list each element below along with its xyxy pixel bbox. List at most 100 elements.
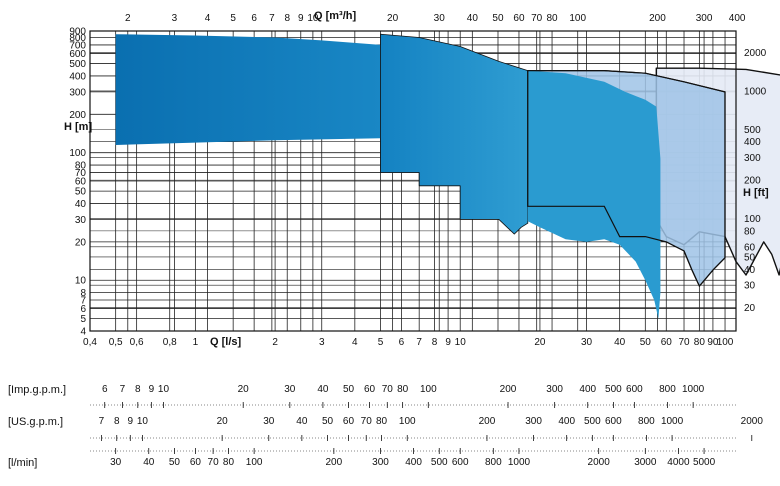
x-tick-label-m3h: 9 (298, 13, 304, 24)
y-tick-label-ft: 100 (744, 214, 761, 225)
x-axis-top-label: Q [m³/h] (314, 10, 356, 22)
x-tick-label-ls: 9 (445, 337, 451, 348)
x-tick-label-ls: 1 (193, 337, 199, 348)
unit-scale-tick-label: 300 (546, 384, 563, 395)
unit-scale-tick-label: 20 (217, 416, 229, 427)
x-tick-label-ls: 40 (614, 337, 626, 348)
y-tick-label-m: 600 (69, 49, 86, 60)
unit-scale-tick-label: 40 (143, 457, 155, 468)
x-tick-label-ls: 30 (581, 337, 593, 348)
unit-scale-tick-label: 80 (397, 384, 409, 395)
unit-scale-tick-label: 400 (579, 384, 596, 395)
x-tick-label-ls: 3 (319, 337, 325, 348)
y-tick-label-m: 6 (80, 304, 86, 315)
unit-scale-tick-label: 9 (149, 384, 155, 395)
y-tick-label-ft: 40 (744, 265, 756, 276)
y-tick-label-ft: 1000 (744, 86, 767, 97)
unit-scale-tick-label: 30 (110, 457, 122, 468)
unit-scale-label: [l/min] (8, 457, 37, 469)
tick-labels: 0,4 0,5 0,6 0,8 1 2 3 4 5 6 7 8 9 10 20 30 40 50 60 70 80 901… (69, 13, 766, 348)
unit-scale-tick-label: 50 (343, 384, 355, 395)
x-tick-label-m3h: 2 (125, 13, 131, 24)
unit-scale-tick-label: 40 (317, 384, 329, 395)
unit-scale-tick-label: 6 (102, 384, 108, 395)
unit-scale-tick-label: 60 (190, 457, 202, 468)
unit-scale-tick-label: 80 (223, 457, 235, 468)
y-tick-label-ft: 300 (744, 153, 761, 164)
unit-scale-tick-label: 1000 (682, 384, 705, 395)
unit-scale-tick-label: 70 (361, 416, 373, 427)
x-tick-label-m3h: 3 (172, 13, 178, 24)
unit-scale-tick-label: 80 (376, 416, 388, 427)
y-axis-left-label: H [m] (64, 121, 92, 133)
y-tick-label-m: 400 (69, 71, 86, 82)
x-tick-label-ls: 80 (694, 337, 706, 348)
unit-scale-tick-label: 500 (584, 416, 601, 427)
unit-scale-tick-label: 10 (158, 384, 170, 395)
x-tick-label-m3h: 40 (467, 13, 479, 24)
y-tick-label-m: 7 (80, 296, 86, 307)
y-tick-label-ft: 60 (744, 242, 756, 253)
y-tick-label-m: 20 (75, 237, 87, 248)
unit-scale-label: [Imp.g.p.m.] (8, 384, 66, 396)
x-tick-label-ls: 4 (352, 337, 358, 348)
unit-scale-tick-label: 8 (114, 416, 120, 427)
x-tick-label-ls: 100 (717, 337, 734, 348)
unit-scale-tick-label: 600 (452, 457, 469, 468)
unit-scale-tick-label: 8 (135, 384, 141, 395)
x-tick-label-ls: 0,4 (83, 337, 97, 348)
x-tick-label-ls: 90 (707, 337, 719, 348)
y-tick-label-m: 10 (75, 276, 87, 287)
y-tick-label-m: 30 (75, 215, 87, 226)
unit-scale-tick-label: 9 (128, 416, 134, 427)
x-tick-label-ls: 50 (640, 337, 652, 348)
unit-scale-tick-label: 2000 (741, 416, 764, 427)
x-tick-label-m3h: 30 (434, 13, 446, 24)
y-tick-label-ft: 200 (744, 176, 761, 187)
x-tick-label-m3h: 8 (284, 13, 290, 24)
x-tick-label-m3h: 4 (205, 13, 211, 24)
unit-scale-tick-label: 70 (208, 457, 220, 468)
unit-scale-tick-label: 20 (238, 384, 250, 395)
unit-scale-tick-label: 300 (525, 416, 542, 427)
unit-scale-tick-label: 60 (364, 384, 376, 395)
curve-area-2 (380, 33, 529, 235)
unit-scale-tick-label: 3000 (634, 457, 657, 468)
y-tick-label-m: 8 (80, 288, 86, 299)
unit-scale-tick-label: 800 (659, 384, 676, 395)
unit-scale-tick-label: 5000 (693, 457, 716, 468)
x-axis-bottom-label: Q [l/s] (210, 336, 242, 348)
unit-scale-tick-label: 200 (479, 416, 496, 427)
y-tick-label-m: 40 (75, 199, 87, 210)
unit-scale-tick-label: 2000 (588, 457, 611, 468)
unit-scale-tick-label: 7 (99, 416, 105, 427)
y-tick-label-m: 900 (69, 27, 86, 38)
x-tick-label-m3h: 5 (230, 13, 236, 24)
x-tick-label-m3h: 60 (513, 13, 525, 24)
y-tick-label-m: 4 (80, 327, 86, 338)
x-tick-label-ls: 7 (416, 337, 422, 348)
y-tick-label-ft: 2000 (744, 48, 767, 59)
plot-border (89, 30, 737, 332)
unit-scale-tick-label: 60 (343, 416, 355, 427)
axis-labels: Q [m³/h] Q [l/s] H [m] H [ft] (64, 10, 769, 348)
x-tick-label-m3h: 200 (649, 13, 666, 24)
x-tick-label-ls: 0,6 (130, 337, 144, 348)
unit-scale-tick-label: 200 (326, 457, 343, 468)
unit-scale-tick-label: 800 (638, 416, 655, 427)
x-tick-label-m3h: 100 (569, 13, 586, 24)
unit-scale-tick-label: 400 (405, 457, 422, 468)
y-tick-label-m: 80 (75, 161, 87, 172)
y-tick-label-m: 5 (80, 314, 86, 325)
y-axis-right-label: H [ft] (743, 187, 769, 199)
x-tick-label-ls: 10 (455, 337, 467, 348)
unit-scale-tick-label: 7 (120, 384, 126, 395)
unit-scale-tick-label: 100 (420, 384, 437, 395)
x-tick-label-m3h: 400 (729, 13, 746, 24)
x-tick-label-ls: 2 (272, 337, 278, 348)
unit-scale-tick-label: 100 (246, 457, 263, 468)
unit-scale-tick-label: 200 (500, 384, 517, 395)
y-tick-label-m: 100 (69, 148, 86, 159)
curve-outline-4 (527, 69, 726, 288)
